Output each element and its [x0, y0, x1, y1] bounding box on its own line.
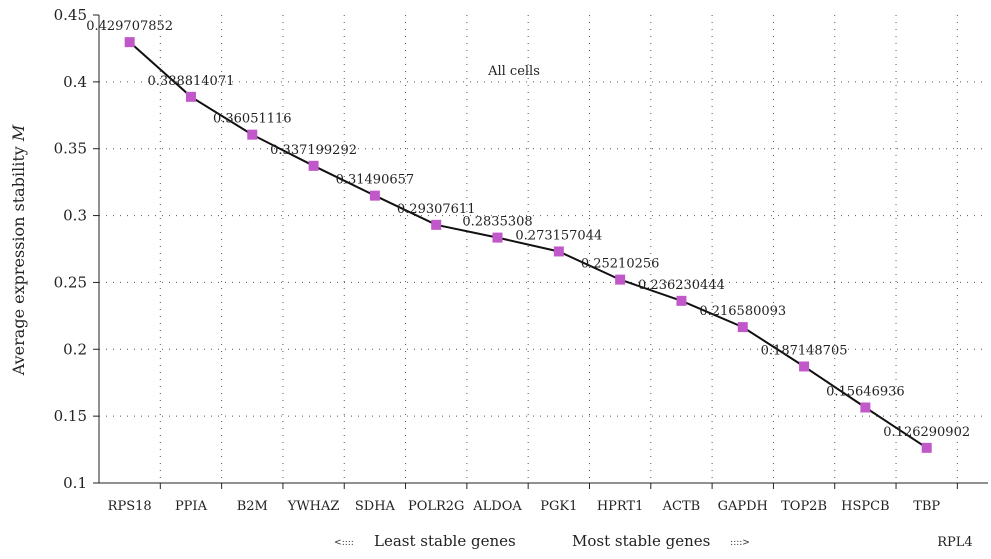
data-point-marker [737, 322, 748, 333]
grid-lines [99, 15, 988, 483]
y-tick-label: 0.1 [63, 474, 87, 492]
data-value-label: 0.216580093 [699, 304, 786, 319]
x-tick-label: PGK1 [540, 499, 577, 514]
most-stable-label: Most stable genes [572, 532, 710, 550]
data-value-label: 0.337199292 [270, 143, 357, 158]
y-tick-label: 0.4 [63, 73, 87, 91]
right-arrow-icon: ::::> [730, 538, 750, 548]
chart-annotation: All cells [487, 64, 540, 79]
data-point-marker [799, 361, 810, 372]
x-tick-label: GAPDH [718, 499, 768, 514]
data-value-label: 0.273157044 [515, 228, 602, 243]
y-tick-label: 0.2 [63, 340, 87, 358]
left-arrow-icon: <:::: [334, 538, 354, 548]
axes [93, 14, 988, 489]
y-tick-label: 0.25 [54, 273, 87, 291]
x-tick-label: ACTB [662, 499, 701, 514]
data-markers [124, 37, 932, 453]
x-tick-labels: RPS18 PPIA B2M YWHAZ SDHA POLR2G ALDOA PGK1 HPRT… [108, 499, 941, 514]
data-value-label: 0.29307611 [397, 202, 476, 217]
data-point-marker [553, 246, 564, 257]
data-labels: 0.429707852 0.388814071 0.36051116 0.337199… [86, 19, 970, 440]
x-tick-label: HPRT1 [597, 499, 644, 514]
data-value-label: 0.429707852 [86, 19, 173, 34]
x-tick-label: B2M [237, 499, 268, 514]
data-value-label: 0.187148705 [761, 343, 848, 358]
data-value-label: 0.2835308 [462, 215, 532, 230]
series-line [129, 41, 928, 449]
y-tick-label: 0.45 [54, 6, 87, 24]
data-value-label: 0.126290902 [883, 425, 970, 440]
data-value-label: 0.15646936 [826, 384, 905, 399]
y-tick-labels: 0.1 0.15 0.2 0.25 0.3 0.35 0.4 0.45 [54, 6, 87, 492]
y-tick-label: 0.3 [63, 207, 87, 225]
data-value-label: 0.36051116 [213, 112, 292, 127]
data-point-marker [185, 91, 196, 102]
data-point-marker [124, 37, 135, 48]
x-tick-label: SDHA [355, 499, 396, 514]
x-tick-label: YWHAZ [287, 499, 340, 514]
x-tick-label: ALDOA [472, 499, 522, 514]
x-tick-label: RPS18 [108, 499, 152, 514]
data-value-label: 0.236230444 [638, 278, 725, 293]
data-point-marker [247, 129, 258, 140]
data-point-marker [308, 160, 319, 171]
x-tick-label-extra: RPL4 [937, 535, 972, 550]
y-axis-title: Average expression stability M [9, 124, 28, 376]
x-tick-label: TOP2B [781, 499, 827, 514]
y-tick-label: 0.15 [54, 407, 87, 425]
footer-legend: <:::: Least stable genes Most stable gen… [334, 532, 750, 550]
data-value-label: 0.25210256 [581, 257, 660, 272]
least-stable-label: Least stable genes [374, 532, 516, 550]
data-point-marker [431, 219, 442, 230]
x-tick-label: TBP [913, 499, 940, 514]
data-point-marker [369, 190, 380, 201]
data-point-marker [676, 295, 687, 306]
data-value-label: 0.388814071 [148, 74, 235, 89]
x-tick-label: HSPCB [841, 499, 890, 514]
data-point-marker [921, 442, 932, 453]
data-value-label: 0.31490657 [336, 173, 415, 188]
data-point-marker [492, 232, 503, 243]
y-tick-label: 0.35 [54, 140, 87, 158]
x-tick-label: PPIA [175, 499, 208, 514]
data-point-marker [615, 274, 626, 285]
x-tick-label: POLR2G [408, 499, 464, 514]
data-point-marker [860, 402, 871, 413]
